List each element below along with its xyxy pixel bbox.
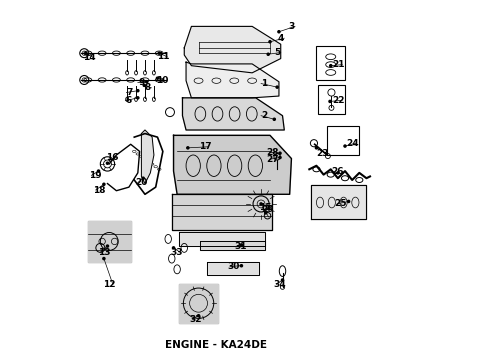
- Polygon shape: [311, 185, 367, 219]
- Polygon shape: [184, 26, 281, 73]
- Circle shape: [137, 97, 139, 99]
- Text: 26: 26: [331, 167, 343, 176]
- Polygon shape: [179, 284, 218, 323]
- Circle shape: [260, 203, 262, 205]
- Text: 28: 28: [267, 148, 279, 157]
- Polygon shape: [179, 232, 265, 246]
- Text: 29: 29: [261, 205, 273, 214]
- Circle shape: [337, 172, 339, 174]
- Bar: [311, 185, 367, 219]
- Text: 2: 2: [262, 111, 268, 120]
- Polygon shape: [172, 194, 272, 230]
- Circle shape: [278, 31, 280, 33]
- Text: 10: 10: [156, 76, 168, 85]
- Text: 32: 32: [190, 315, 202, 324]
- Text: 7: 7: [127, 88, 133, 97]
- Circle shape: [106, 162, 109, 164]
- Text: 20: 20: [135, 178, 147, 187]
- Polygon shape: [207, 262, 259, 275]
- Text: 16: 16: [106, 153, 119, 162]
- Circle shape: [265, 212, 267, 214]
- Text: 13: 13: [98, 248, 110, 257]
- Text: 30: 30: [227, 262, 240, 271]
- Bar: [179, 284, 218, 323]
- Circle shape: [316, 147, 318, 149]
- Text: 33: 33: [170, 248, 183, 257]
- Text: 3: 3: [288, 22, 294, 31]
- Circle shape: [279, 157, 281, 158]
- Circle shape: [344, 145, 346, 147]
- Text: 25: 25: [335, 199, 347, 208]
- Bar: [318, 85, 345, 114]
- Polygon shape: [200, 241, 265, 249]
- Circle shape: [269, 41, 271, 43]
- Circle shape: [142, 177, 144, 179]
- Circle shape: [172, 247, 174, 249]
- Text: 12: 12: [103, 280, 116, 289]
- Text: 31: 31: [234, 242, 247, 251]
- Circle shape: [187, 147, 189, 149]
- Text: 6: 6: [126, 96, 132, 105]
- Circle shape: [85, 52, 87, 54]
- Text: 27: 27: [267, 155, 279, 164]
- Circle shape: [146, 81, 148, 83]
- Text: 24: 24: [346, 139, 359, 148]
- Text: 19: 19: [89, 171, 101, 180]
- Polygon shape: [186, 62, 279, 98]
- Text: 17: 17: [198, 142, 211, 151]
- Circle shape: [281, 279, 284, 281]
- Circle shape: [106, 245, 109, 247]
- Circle shape: [103, 257, 105, 260]
- Circle shape: [241, 265, 243, 267]
- Bar: [317, 46, 345, 80]
- Text: 15: 15: [260, 203, 272, 212]
- Circle shape: [273, 118, 275, 120]
- Circle shape: [143, 84, 146, 86]
- Text: 23: 23: [317, 149, 329, 158]
- Circle shape: [158, 52, 160, 54]
- Text: 22: 22: [332, 96, 345, 105]
- Circle shape: [267, 53, 270, 55]
- Circle shape: [329, 100, 331, 103]
- Text: 9: 9: [138, 78, 145, 87]
- Text: 14: 14: [83, 53, 96, 62]
- Circle shape: [137, 90, 139, 92]
- Circle shape: [197, 315, 199, 317]
- Circle shape: [330, 64, 332, 67]
- Polygon shape: [88, 221, 131, 262]
- Polygon shape: [182, 98, 284, 130]
- Text: 34: 34: [274, 280, 286, 289]
- Text: 18: 18: [93, 185, 105, 194]
- Circle shape: [347, 201, 350, 203]
- Text: 11: 11: [157, 52, 170, 61]
- Circle shape: [279, 152, 281, 154]
- Text: 5: 5: [274, 48, 280, 57]
- Text: 1: 1: [262, 79, 268, 88]
- Circle shape: [156, 77, 159, 79]
- Circle shape: [103, 183, 105, 185]
- Text: 4: 4: [277, 34, 284, 43]
- Circle shape: [98, 170, 99, 172]
- Polygon shape: [142, 130, 154, 184]
- Text: ENGINE - KA24DE: ENGINE - KA24DE: [166, 340, 268, 350]
- Bar: [327, 126, 359, 155]
- Text: 8: 8: [145, 83, 151, 92]
- Bar: [88, 221, 131, 262]
- Text: 21: 21: [332, 60, 345, 69]
- Polygon shape: [173, 135, 292, 194]
- Circle shape: [241, 244, 243, 246]
- Circle shape: [276, 86, 278, 88]
